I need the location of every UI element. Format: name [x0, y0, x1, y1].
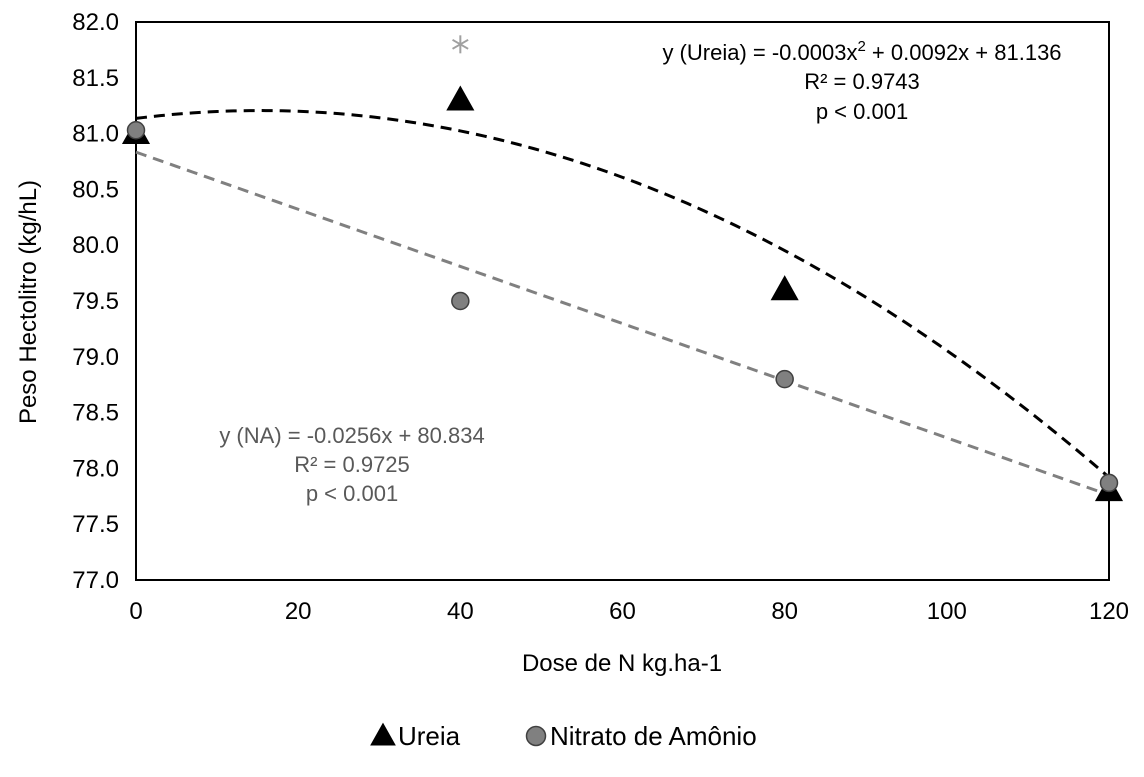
y-axis-title: Peso Hectolitro (kg/hL): [15, 180, 42, 424]
y-tick-label: 80.0: [72, 232, 119, 259]
na-equation-text: y (NA) = -0.0256x + 80.834: [219, 423, 484, 448]
legend-ureia-label: Ureia: [398, 721, 461, 751]
nitrato-data-point: [126, 121, 146, 140]
y-tick-label: 77.5: [72, 511, 119, 538]
na-r-squared-text: R² = 0.9725: [294, 452, 410, 477]
y-tick-label: 79.0: [72, 344, 119, 371]
y-tick-label: 82.0: [72, 9, 119, 36]
x-tick-label: 0: [129, 598, 142, 625]
ureia-equation-text: y (Ureia) = -0.0003x2 + 0.0092x + 81.136: [662, 38, 1061, 65]
y-tick-label: 78.5: [72, 400, 119, 427]
x-axis-title: Dose de N kg.ha-1: [522, 650, 722, 677]
nitrato-data-point: [451, 291, 470, 311]
ureia-p-value-text: p < 0.001: [816, 99, 908, 124]
significance-asterisk-marker: [452, 35, 469, 54]
x-tick-label: 120: [1089, 598, 1129, 625]
legend: Ureia Nitrato de Amônio: [370, 721, 757, 751]
y-tick-label: 81.5: [72, 65, 119, 92]
legend-nitrato-label: Nitrato de Amônio: [550, 721, 757, 751]
x-tick-label: 80: [771, 598, 798, 625]
y-tick-label: 77.0: [72, 567, 119, 594]
y-tick-label: 80.5: [72, 176, 119, 203]
nitrato-data-point: [1099, 473, 1119, 493]
legend-ureia-marker: [370, 722, 396, 746]
ureia-r-squared-text: R² = 0.9743: [804, 69, 920, 94]
legend-nitrato-marker: [525, 725, 547, 747]
na-trendline: [135, 150, 1110, 497]
y-tick-label: 79.5: [72, 288, 119, 315]
x-tick-label: 40: [447, 598, 474, 625]
na-p-value-text: p < 0.001: [306, 481, 398, 506]
plot-area-border: [135, 21, 1110, 581]
ureia-trendline: [135, 109, 1110, 479]
ureia-data-point: [446, 85, 475, 111]
x-tick-label: 100: [927, 598, 967, 625]
y-tick-label: 78.0: [72, 455, 119, 482]
x-tick-label: 20: [285, 598, 312, 625]
nitrato-data-point: [775, 369, 794, 389]
y-tick-label: 81.0: [72, 121, 119, 148]
asterisk-stroke: [452, 38, 469, 50]
x-tick-label: 60: [609, 598, 636, 625]
ureia-data-point: [770, 275, 799, 301]
